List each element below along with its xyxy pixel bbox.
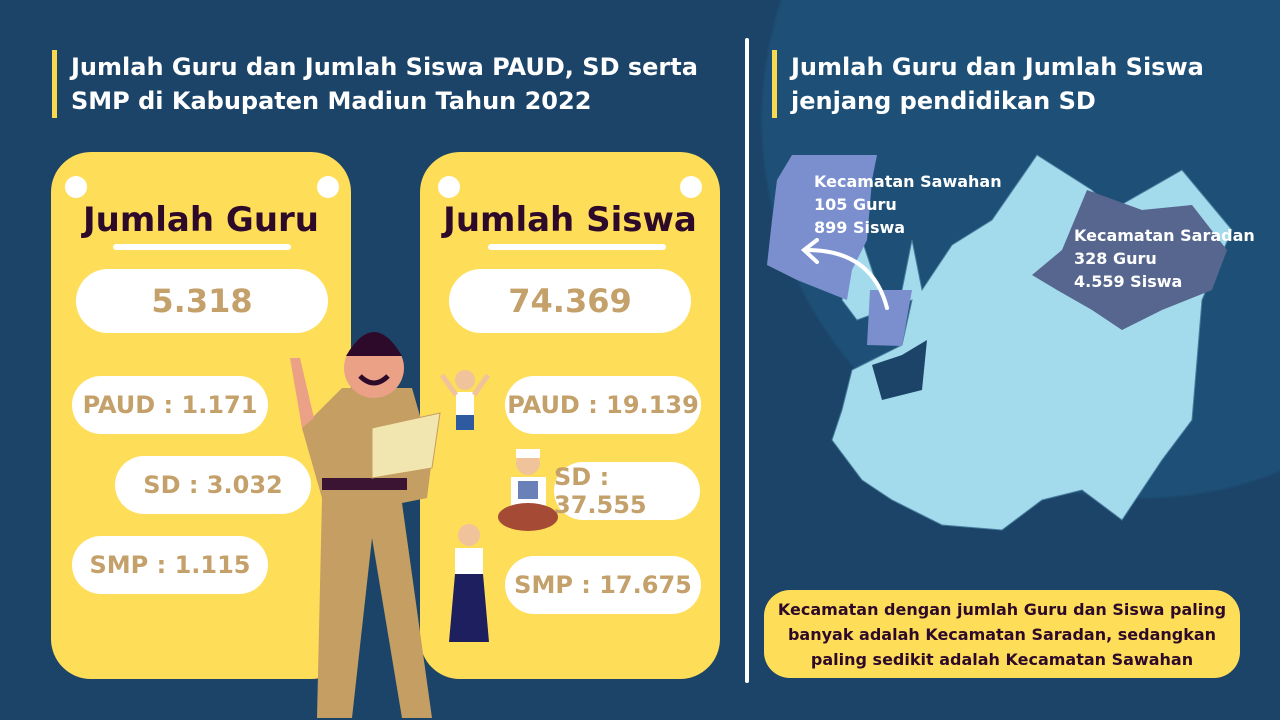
siswa-total: 74.369 xyxy=(449,269,691,333)
saradan-guru: 328 Guru xyxy=(1074,249,1157,268)
divider xyxy=(745,38,749,683)
left-title: Jumlah Guru dan Jumlah Siswa PAUD, SD se… xyxy=(52,50,712,118)
conclusion-note: Kecamatan dengan jumlah Guru dan Siswa p… xyxy=(764,590,1240,678)
siswa-paud: PAUD : 19.139 xyxy=(505,376,701,434)
teacher-illustration xyxy=(290,332,441,718)
siswa-card: Jumlah Siswa 74.369 PAUD : 19.139 SD : 3… xyxy=(420,152,720,679)
siswa-smp: SMP : 17.675 xyxy=(505,556,701,614)
saradan-siswa: 4.559 Siswa xyxy=(1074,272,1183,291)
card-hole xyxy=(65,176,87,198)
sawahan-region xyxy=(767,155,877,300)
student-sd-illustration xyxy=(498,449,558,531)
sawahan-guru: 105 Guru xyxy=(814,195,897,214)
siswa-heading: Jumlah Siswa xyxy=(443,200,697,240)
student-paud-illustration xyxy=(440,370,490,430)
student-smp-illustration xyxy=(449,524,489,642)
sawahan-region-small xyxy=(867,290,912,346)
guru-total: 5.318 xyxy=(76,269,328,333)
guru-paud: PAUD : 1.171 xyxy=(72,376,268,434)
heading-underline xyxy=(488,244,666,250)
card-hole xyxy=(317,176,339,198)
guru-smp: SMP : 1.115 xyxy=(72,536,268,594)
card-hole xyxy=(438,176,460,198)
saradan-label: Kecamatan Saradan 328 Guru 4.559 Siswa xyxy=(1074,224,1255,293)
siswa-sd: SD : 37.555 xyxy=(554,462,700,520)
card-hole xyxy=(680,176,702,198)
sawahan-name: Kecamatan Sawahan xyxy=(814,172,1002,191)
right-title: Jumlah Guru dan Jumlah Siswa jenjang pen… xyxy=(772,50,1212,118)
saradan-region xyxy=(1032,190,1227,330)
madiun-map xyxy=(767,154,1233,531)
sawahan-siswa: 899 Siswa xyxy=(814,218,906,237)
guru-sd: SD : 3.032 xyxy=(115,456,311,514)
sawahan-label: Kecamatan Sawahan 105 Guru 899 Siswa xyxy=(814,170,1002,239)
saradan-name: Kecamatan Saradan xyxy=(1074,226,1255,245)
heading-underline xyxy=(113,244,291,250)
arrow-icon xyxy=(800,238,889,310)
map-hole xyxy=(872,340,927,400)
guru-heading: Jumlah Guru xyxy=(82,200,319,240)
